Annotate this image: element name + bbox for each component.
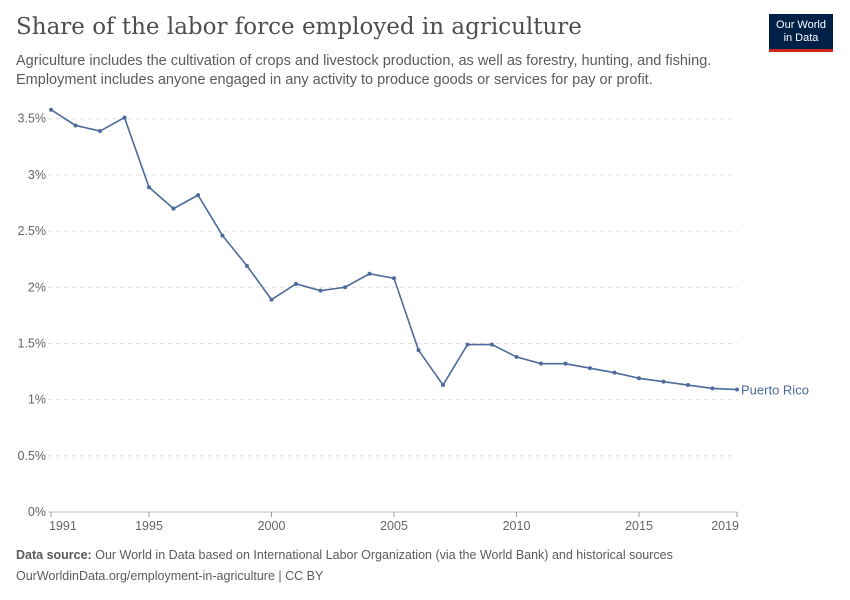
y-tick-label: 0% — [28, 505, 46, 519]
data-point — [220, 233, 225, 238]
x-tick-label: 2005 — [380, 519, 408, 533]
y-tick-label: 0.5% — [18, 449, 47, 463]
data-point — [245, 263, 249, 268]
y-tick-label: 1% — [28, 393, 46, 407]
y-tick-label: 3.5% — [18, 112, 47, 126]
data-point — [49, 107, 53, 112]
data-point — [196, 193, 200, 198]
chart-title: Share of the labor force employed in agr… — [16, 14, 582, 40]
data-point — [686, 383, 690, 388]
x-tick-label: 1995 — [135, 519, 163, 533]
y-tick-label: 1.5% — [18, 336, 47, 350]
data-point — [735, 387, 739, 392]
data-point — [637, 376, 641, 381]
data-point — [98, 129, 102, 134]
data-point — [367, 271, 372, 276]
x-tick-label: 1991 — [49, 519, 77, 533]
y-tick-label: 3% — [28, 168, 46, 182]
x-tick-label: 2015 — [625, 519, 653, 533]
source-url[interactable]: OurWorldinData.org/employment-in-agricul… — [16, 569, 324, 583]
data-point — [392, 276, 396, 281]
x-tick-label: 2019 — [711, 519, 739, 533]
x-tick-label: 2010 — [503, 519, 531, 533]
data-point — [441, 383, 445, 388]
data-point — [710, 386, 715, 391]
logo-line-2: in Data — [783, 32, 819, 44]
source-label: Data source: — [16, 548, 92, 562]
data-source: Data source: Our World in Data based on … — [16, 548, 673, 562]
data-point — [514, 354, 519, 359]
source-text: Our World in Data based on International… — [95, 548, 673, 562]
data-point — [171, 206, 176, 211]
data-point — [612, 370, 617, 375]
y-tick-label: 2.5% — [18, 224, 47, 238]
chart-subtitle: Agriculture includes the cultivation of … — [16, 53, 712, 88]
data-point — [147, 185, 151, 190]
series-line — [50, 109, 738, 391]
data-point — [588, 366, 592, 371]
data-point — [318, 288, 323, 293]
data-point — [539, 361, 543, 366]
data-point — [269, 297, 274, 302]
y-tick-label: 2% — [28, 280, 46, 294]
x-tick-label: 2000 — [258, 519, 286, 533]
logo-line-1: Our World — [776, 19, 826, 31]
data-point — [661, 379, 666, 384]
data-point — [294, 281, 298, 286]
owid-logo[interactable]: Our World in Data — [769, 14, 833, 52]
data-point — [343, 285, 347, 290]
data-point — [73, 123, 78, 128]
data-point — [490, 342, 494, 347]
series-label: Puerto Rico — [741, 383, 809, 398]
data-point — [465, 342, 470, 347]
data-point — [122, 115, 127, 120]
data-point — [416, 348, 421, 353]
data-point — [563, 361, 568, 366]
